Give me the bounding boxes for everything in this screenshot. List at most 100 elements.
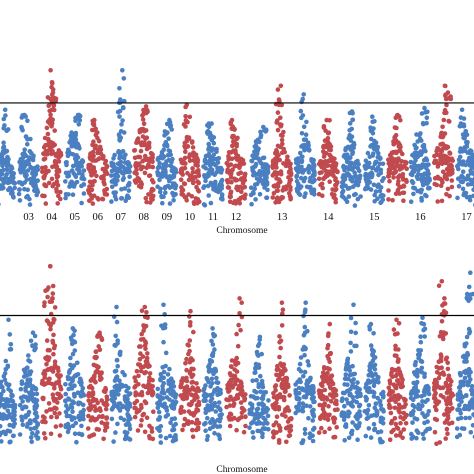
snp-point	[74, 153, 79, 158]
snp-point	[133, 405, 138, 411]
snp-point	[91, 121, 97, 127]
snp-point	[42, 371, 48, 377]
snp-point	[418, 190, 424, 195]
snp-point	[16, 180, 22, 185]
snp-point	[264, 181, 270, 187]
snp-point	[0, 202, 1, 207]
snp-point	[343, 146, 349, 151]
snp-point	[69, 402, 74, 408]
snp-point	[264, 195, 269, 200]
snp-point	[250, 378, 255, 384]
snp-point	[18, 170, 24, 175]
snp-point	[302, 175, 308, 181]
snp-point	[288, 195, 294, 200]
snp-point	[91, 362, 97, 368]
snp-point	[134, 171, 139, 177]
snp-point	[326, 376, 332, 382]
snp-point	[190, 427, 195, 433]
snp-point	[286, 408, 292, 413]
snp-point	[302, 324, 308, 330]
snp-point	[275, 87, 281, 92]
snp-point	[148, 200, 153, 205]
snp-point	[138, 148, 144, 154]
snp-point	[102, 428, 108, 433]
snp-point	[140, 117, 146, 122]
snp-point	[444, 417, 450, 423]
snp-point	[69, 130, 74, 135]
snp-point	[377, 161, 383, 167]
snp-point	[270, 173, 276, 178]
snp-point-peak	[167, 117, 172, 123]
snp-point	[432, 404, 438, 410]
snp-point	[363, 433, 369, 439]
snp-point	[297, 184, 302, 189]
snp-point	[461, 135, 466, 141]
snp-point	[157, 189, 163, 195]
snp-point	[44, 381, 49, 386]
snp-point	[347, 392, 353, 398]
snp-point	[100, 166, 106, 172]
snp-point	[63, 423, 69, 429]
snp-point	[118, 135, 124, 140]
snp-point	[330, 187, 335, 192]
snp-point	[434, 160, 439, 166]
snp-point	[109, 173, 114, 178]
snp-point	[35, 422, 40, 428]
snp-point	[133, 378, 138, 384]
snp-point-peak	[50, 296, 55, 301]
snp-point	[68, 362, 73, 368]
snp-point	[303, 191, 308, 196]
snp-point	[295, 166, 301, 171]
snp-point	[43, 436, 48, 441]
snp-point	[212, 389, 217, 394]
snp-point	[276, 153, 281, 158]
snp-point	[326, 381, 331, 386]
snp-point	[363, 185, 369, 191]
snp-point	[415, 139, 421, 144]
snp-point	[394, 372, 400, 378]
snp-point	[418, 339, 424, 345]
snp-point	[3, 358, 9, 364]
snp-point	[28, 435, 34, 440]
snp-point	[109, 199, 114, 204]
snp-point	[75, 372, 81, 377]
snp-point	[439, 319, 445, 324]
snp-point	[470, 171, 474, 176]
x-tick-label: 08	[139, 212, 150, 223]
snp-point	[461, 122, 467, 127]
snp-point	[138, 351, 143, 356]
snp-point	[366, 403, 372, 408]
snp-point	[408, 172, 414, 177]
snp-point	[343, 422, 349, 427]
snp-point	[263, 127, 269, 132]
snp-point	[270, 430, 276, 435]
snp-point	[237, 201, 243, 206]
snp-point	[23, 370, 28, 375]
snp-point	[297, 192, 303, 197]
snp-point	[457, 389, 463, 395]
snp-point	[225, 180, 231, 185]
snp-point	[185, 342, 190, 348]
snp-point	[375, 430, 381, 435]
snp-point	[378, 419, 384, 425]
snp-point	[188, 357, 194, 363]
snp-point	[252, 172, 257, 177]
snp-point	[342, 176, 348, 182]
snp-point	[271, 190, 277, 196]
snp-point	[462, 375, 468, 381]
snp-point	[0, 391, 4, 397]
snp-point	[419, 365, 425, 371]
snp-point	[457, 370, 463, 376]
snp-point	[333, 199, 339, 205]
snp-point	[422, 334, 428, 339]
snp-point-peak	[75, 112, 81, 118]
snp-point	[432, 181, 438, 187]
snp-point	[185, 144, 191, 149]
snp-point	[332, 407, 338, 413]
snp-point	[298, 108, 304, 114]
snp-point	[215, 424, 220, 430]
snp-point	[436, 283, 442, 289]
snp-point	[161, 164, 166, 169]
snp-point	[138, 423, 144, 428]
